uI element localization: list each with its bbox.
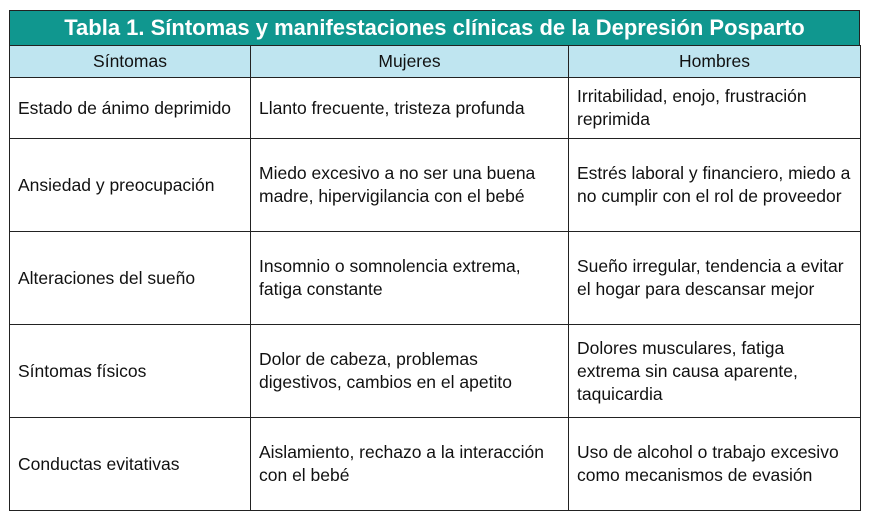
column-header-hombres: Hombres bbox=[568, 45, 861, 78]
women-cell: Llanto frecuente, tristeza profunda bbox=[250, 77, 569, 139]
symptom-cell: Alteraciones del sueño bbox=[9, 231, 251, 325]
table-title: Tabla 1. Síntomas y manifestaciones clín… bbox=[9, 10, 860, 45]
table-row: Estado de ánimo deprimido Llanto frecuent… bbox=[9, 77, 861, 139]
men-cell: Irritabilidad, enojo, frustración reprim… bbox=[568, 77, 861, 139]
men-cell: Sueño irregular, tendencia a evitar el h… bbox=[568, 231, 861, 325]
table-row: Alteraciones del sueño Insomnio o somnole… bbox=[9, 231, 861, 325]
symptoms-table-container: Tabla 1. Síntomas y manifestaciones clín… bbox=[9, 10, 861, 511]
women-cell: Dolor de cabeza, problemas digestivos, c… bbox=[250, 324, 569, 418]
men-cell: Estrés laboral y financiero, miedo a no … bbox=[568, 138, 861, 232]
column-header-mujeres: Mujeres bbox=[250, 45, 569, 78]
table-row: Síntomas físicos Dolor de cabeza, problem… bbox=[9, 324, 861, 418]
symptom-cell: Ansiedad y preocupación bbox=[9, 138, 251, 232]
women-cell: Miedo excesivo a no ser una buena madre,… bbox=[250, 138, 569, 232]
table-row: Conductas evitativas Aislamiento, rechazo… bbox=[9, 417, 861, 511]
symptoms-table: Síntomas Mujeres Hombres Estado de ánimo… bbox=[9, 45, 861, 511]
women-cell: Insomnio o somnolencia extrema, fatiga c… bbox=[250, 231, 569, 325]
column-header-sintomas: Síntomas bbox=[9, 45, 251, 78]
table-row: Ansiedad y preocupación Miedo excesivo a … bbox=[9, 138, 861, 232]
header-row: Síntomas Mujeres Hombres bbox=[9, 45, 861, 78]
women-cell: Aislamiento, rechazo a la interacción co… bbox=[250, 417, 569, 511]
symptom-cell: Conductas evitativas bbox=[9, 417, 251, 511]
men-cell: Uso de alcohol o trabajo excesivo como m… bbox=[568, 417, 861, 511]
men-cell: Dolores musculares, fatiga extrema sin c… bbox=[568, 324, 861, 418]
symptom-cell: Síntomas físicos bbox=[9, 324, 251, 418]
symptom-cell: Estado de ánimo deprimido bbox=[9, 77, 251, 139]
